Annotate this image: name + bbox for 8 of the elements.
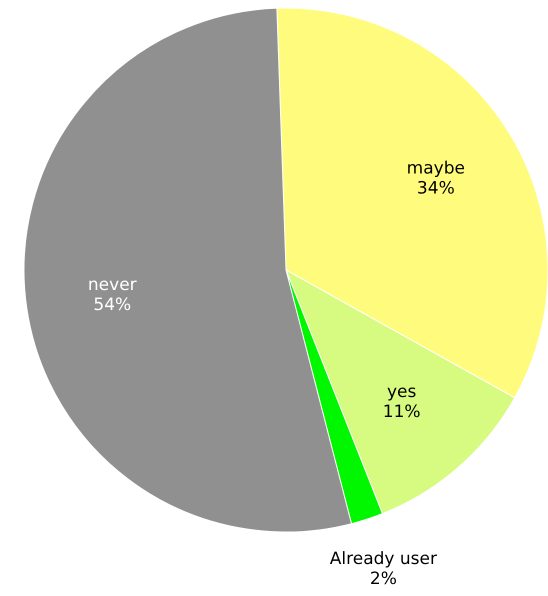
slice-label: never [88, 275, 137, 296]
data-label: 34% [416, 178, 455, 199]
data-label: 54% [93, 295, 132, 316]
data-label: 11% [382, 402, 421, 422]
data-label: 2% [370, 568, 397, 589]
slice-label: yes [386, 382, 416, 402]
slice-label: maybe [406, 158, 465, 179]
slice-label: Already user [330, 548, 437, 569]
